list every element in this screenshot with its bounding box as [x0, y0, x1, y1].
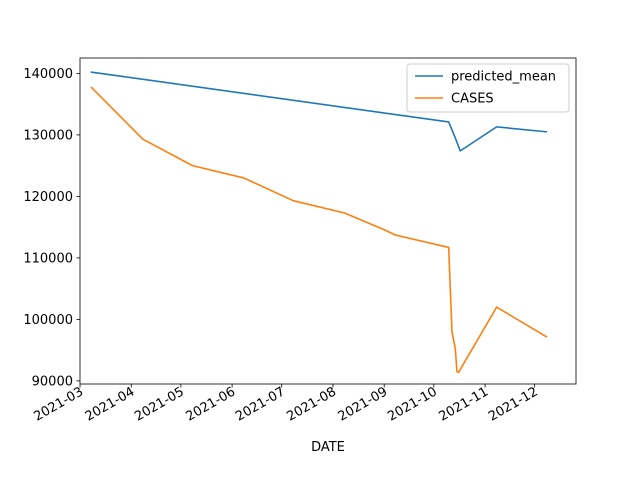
y-tick-label: 110000	[23, 251, 73, 266]
legend-box	[406, 63, 570, 113]
x-tick-label: 2021-08	[284, 384, 339, 424]
series-layer	[90, 71, 548, 374]
x-tick-label: 2021-06	[184, 384, 239, 424]
y-tick-label: 90000	[32, 374, 73, 389]
y-tick-label: 120000	[23, 190, 73, 205]
series-line-predicted-mean	[90, 71, 548, 152]
x-tick-label: 2021-11	[437, 384, 492, 424]
x-tick-label: 2021-04	[83, 384, 138, 424]
x-tick-label: 2021-12	[486, 384, 541, 424]
x-axis-label: DATE	[311, 440, 345, 455]
y-tick-label: 100000	[23, 313, 73, 328]
y-tick-label: 140000	[23, 67, 73, 82]
legend-entry: CASES	[451, 92, 494, 107]
x-tick-label: 2021-10	[385, 384, 440, 424]
y-tick-label: 130000	[23, 128, 73, 143]
legend-entry: predicted_mean	[451, 70, 556, 85]
x-tick-label: 2021-05	[132, 384, 187, 424]
series-line-cases	[90, 86, 548, 374]
plot-frame	[79, 57, 577, 385]
x-tick-label: 2021-03	[31, 384, 86, 424]
x-tick-label: 2021-09	[336, 384, 391, 424]
x-tick-label: 2021-07	[233, 384, 288, 424]
legend: predicted_mean CASES	[406, 63, 570, 113]
